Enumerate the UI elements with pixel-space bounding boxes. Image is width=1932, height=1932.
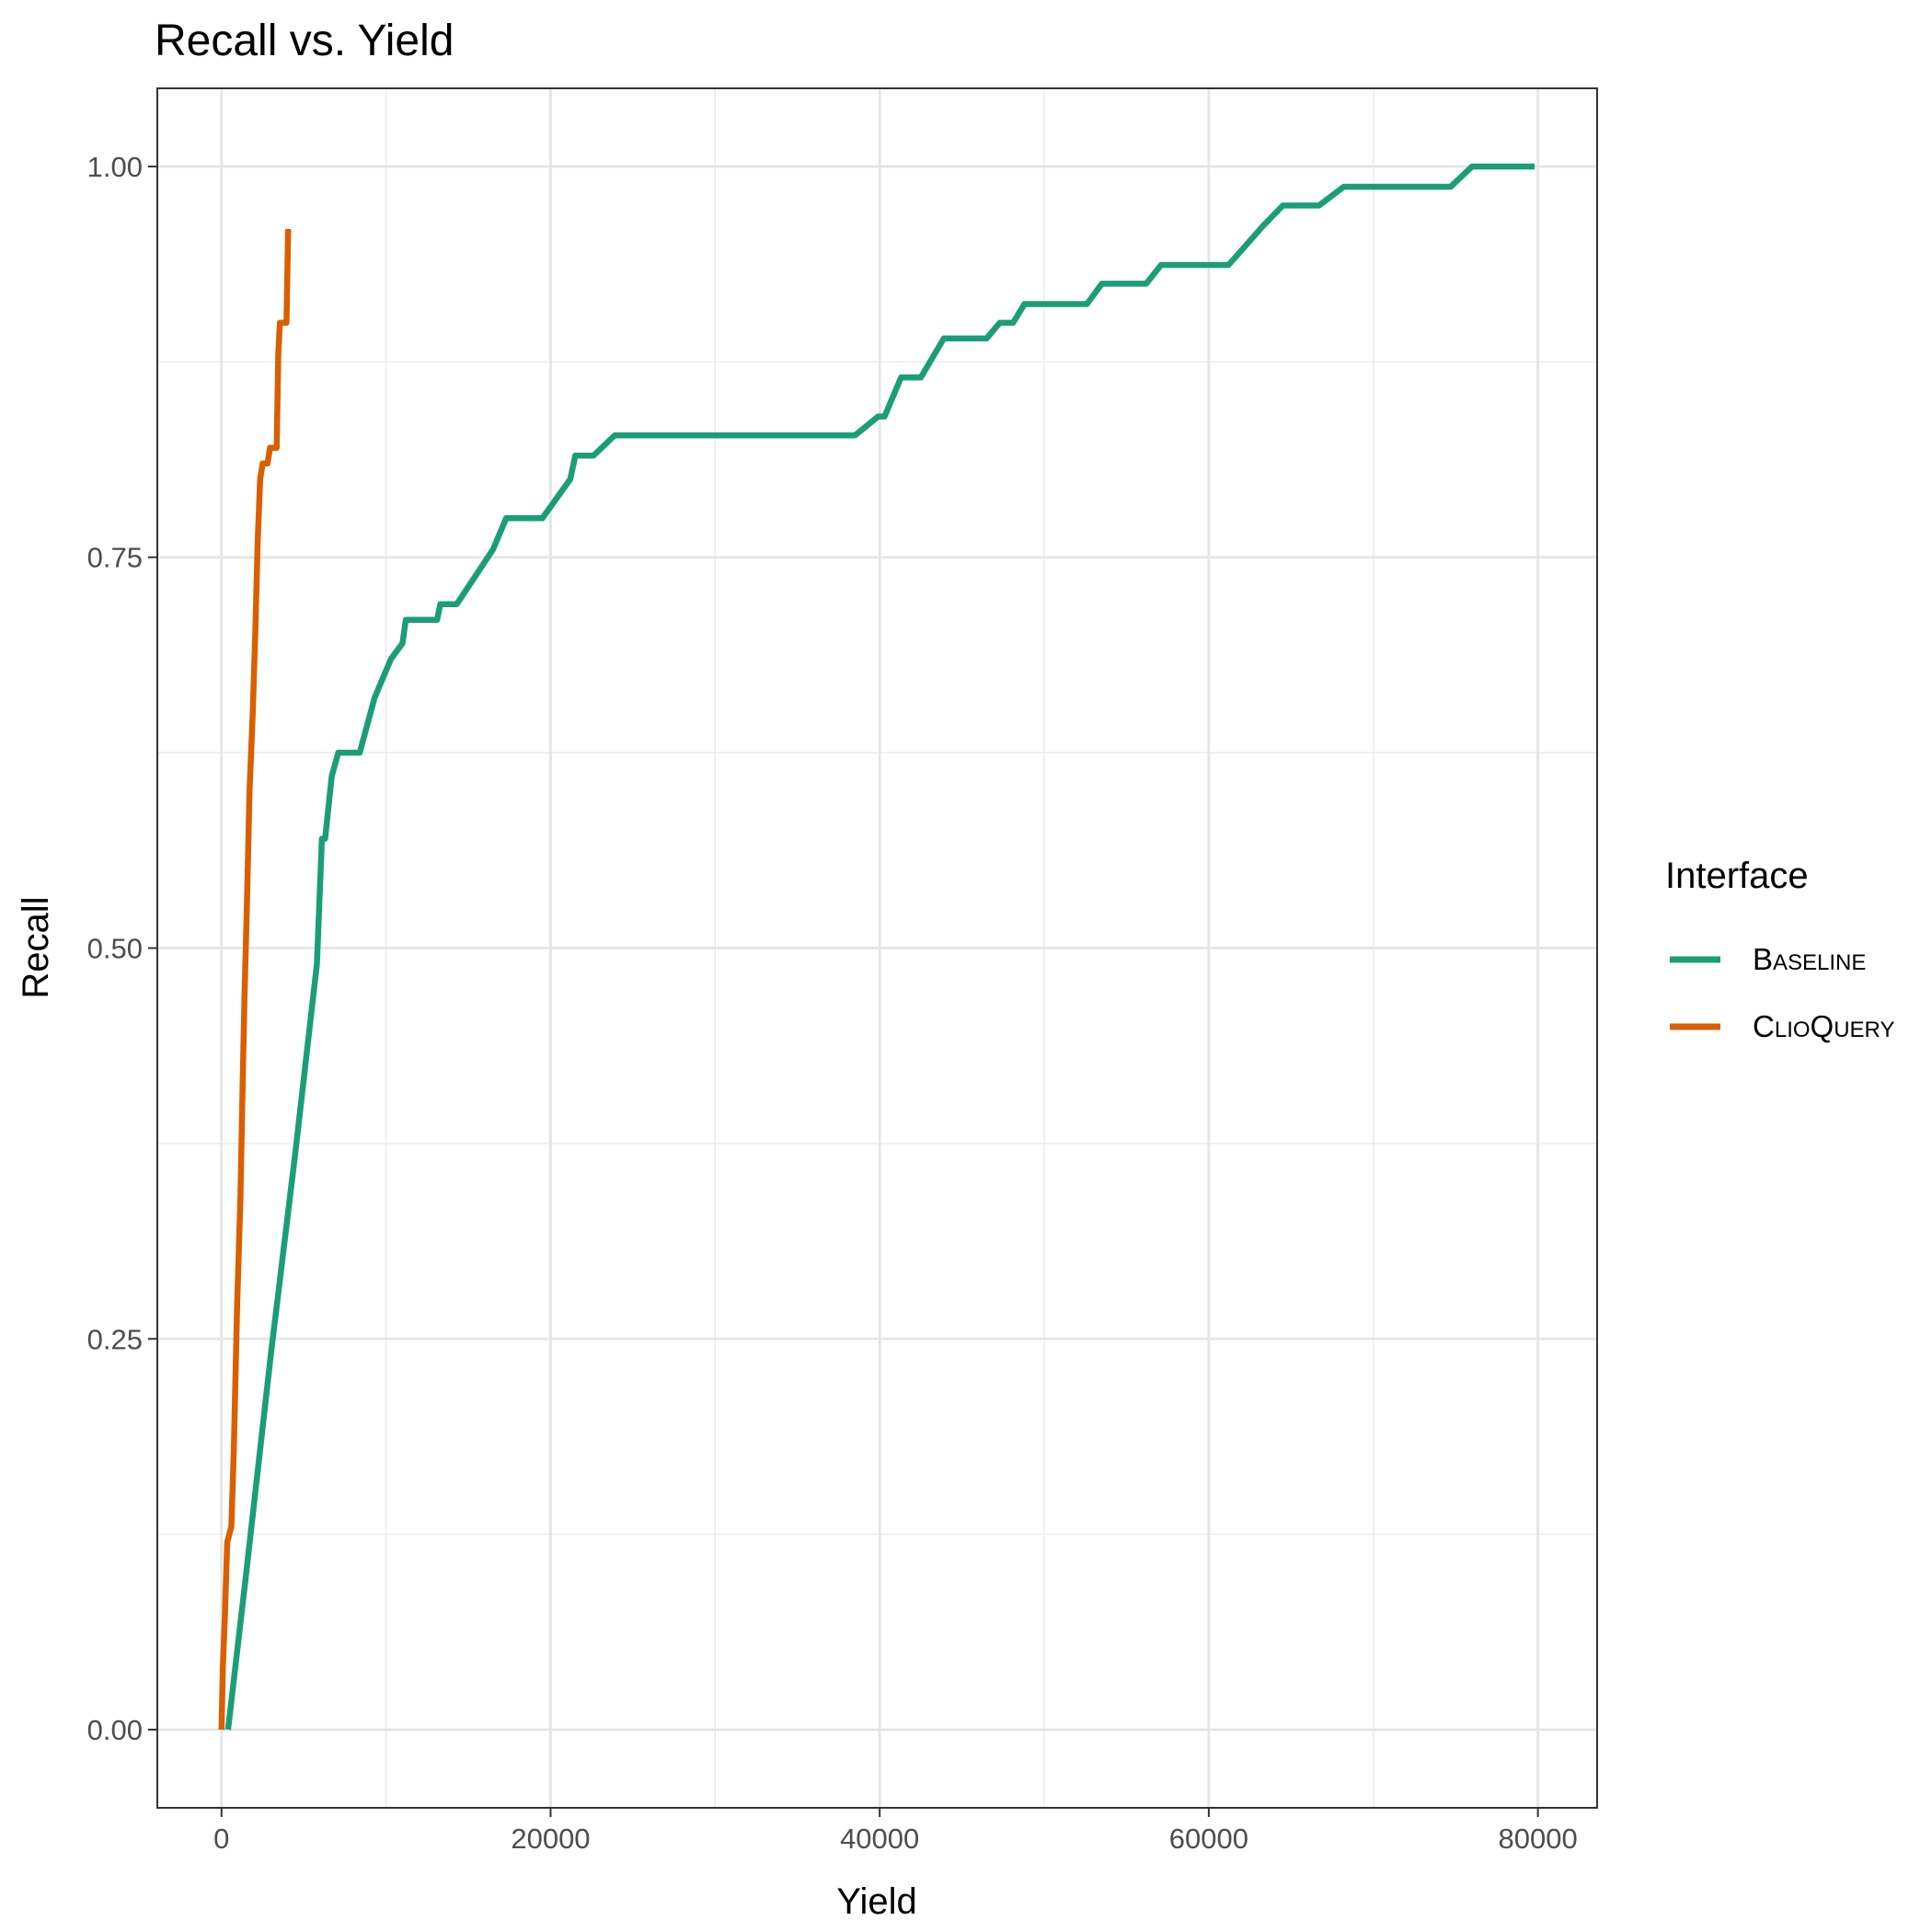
y-axis-title: Recall: [16, 896, 56, 998]
y-axis-ticks: 0.00 0.25 0.50 0.75 1.00: [87, 151, 157, 1746]
series-line-baseline: [224, 163, 1535, 1731]
x-axis-ticks: 0 20000 40000 60000 80000: [213, 1808, 1578, 1855]
x-tick-label: 60000: [1169, 1823, 1248, 1855]
y-tick-label: 0.00: [87, 1714, 143, 1746]
major-gridlines: [157, 88, 1597, 1808]
y-tick-label: 0.50: [87, 933, 143, 965]
y-tick-label: 0.25: [87, 1323, 143, 1355]
legend: Interface BASELINE CLIOQUERY: [1665, 856, 1894, 1043]
x-tick-label: 0: [213, 1823, 229, 1855]
chart-title: Recall vs. Yield: [155, 17, 454, 65]
legend-title: Interface: [1665, 856, 1809, 896]
x-axis-title: Yield: [836, 1881, 916, 1922]
series-lines: [218, 163, 1535, 1731]
legend-label-baseline: BASELINE: [1753, 942, 1866, 976]
x-tick-label: 20000: [511, 1823, 590, 1855]
y-tick-label: 0.75: [87, 542, 143, 574]
y-tick-label: 1.00: [87, 151, 143, 183]
x-tick-label: 80000: [1499, 1823, 1578, 1855]
x-tick-label: 40000: [840, 1823, 919, 1855]
series-line-clioquery: [218, 228, 292, 1731]
legend-label-clioquery: CLIOQUERY: [1753, 1009, 1894, 1043]
